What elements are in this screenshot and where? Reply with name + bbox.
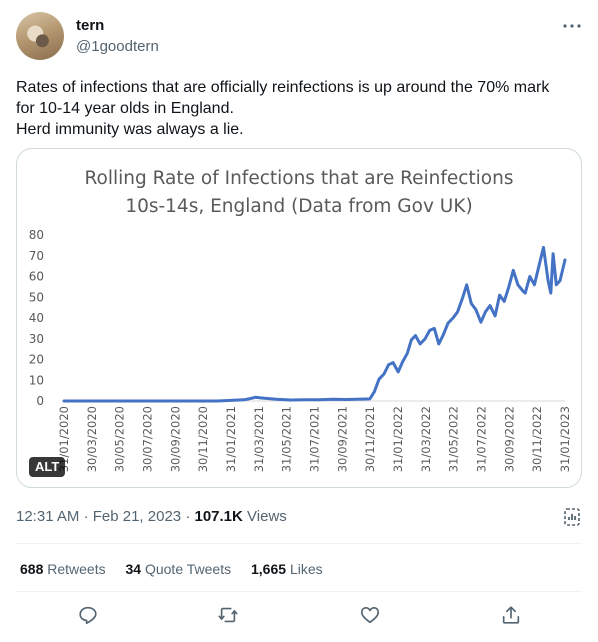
analytics-icon[interactable] bbox=[560, 505, 584, 529]
x-tick-label: 30/09/2022 bbox=[502, 406, 516, 472]
engagement-stats: 688 Retweets 34 Quote Tweets 1,665 Likes bbox=[20, 561, 339, 577]
likes-stat[interactable]: 1,665 Likes bbox=[251, 561, 323, 577]
retweets-stat[interactable]: 688 Retweets bbox=[20, 561, 106, 577]
retweets-count: 688 bbox=[20, 561, 44, 577]
author-handle[interactable]: @1goodtern bbox=[76, 38, 159, 55]
meta-separator: · bbox=[83, 508, 89, 525]
author-name[interactable]: tern bbox=[76, 17, 105, 34]
retweets-label: Retweets bbox=[47, 561, 106, 577]
share-icon[interactable] bbox=[500, 604, 522, 626]
y-tick-label: 50 bbox=[29, 290, 44, 304]
avatar[interactable] bbox=[16, 12, 64, 60]
x-tick-label: 31/07/2022 bbox=[475, 406, 489, 472]
y-tick-label: 40 bbox=[29, 311, 44, 325]
x-tick-label: 31/01/2021 bbox=[224, 406, 238, 472]
more-options-icon[interactable] bbox=[560, 14, 584, 38]
quotes-stat[interactable]: 34 Quote Tweets bbox=[126, 561, 232, 577]
x-tick-label: 30/11/2022 bbox=[530, 406, 544, 472]
x-tick-label: 31/07/2021 bbox=[308, 406, 322, 472]
reply-icon[interactable] bbox=[77, 604, 99, 626]
chart: Rolling Rate of Infections that are Rein… bbox=[29, 168, 572, 472]
tweet-text: Rates of infections that are officially … bbox=[16, 77, 586, 140]
y-tick-label: 10 bbox=[29, 373, 44, 387]
chart-subtitle: 10s-14s, England (Data from Gov UK) bbox=[125, 196, 472, 217]
tweet-date[interactable]: Feb 21, 2023 bbox=[92, 508, 182, 525]
views-count: 107.1K bbox=[194, 508, 243, 525]
y-tick-label: 20 bbox=[29, 353, 44, 367]
series-line bbox=[62, 245, 567, 403]
y-tick-label: 70 bbox=[29, 249, 44, 263]
quotes-label: Quote Tweets bbox=[144, 561, 232, 577]
x-tick-label: 30/11/2021 bbox=[363, 406, 377, 472]
x-tick-label: 31/01/2023 bbox=[558, 406, 572, 472]
x-tick-label: 31/01/2022 bbox=[391, 406, 405, 472]
likes-count: 1,665 bbox=[251, 561, 287, 577]
like-icon[interactable] bbox=[359, 604, 381, 626]
tweet-time[interactable]: 12:31 AM bbox=[16, 508, 80, 525]
x-tick-label: 31/01/2020 bbox=[57, 406, 71, 472]
views-label: Views bbox=[247, 508, 287, 525]
tweet-text-line: for 10-14 year olds in England. bbox=[16, 100, 234, 117]
y-tick-label: 30 bbox=[29, 332, 44, 346]
alt-text-badge[interactable]: ALT bbox=[29, 457, 66, 477]
x-tick-label: 30/07/2020 bbox=[141, 406, 155, 472]
x-tick-label: 30/09/2021 bbox=[335, 406, 349, 472]
y-axis: 0 10 20 30 40 50 60 70 80 bbox=[29, 228, 44, 408]
x-tick-label: 31/03/2021 bbox=[252, 406, 266, 472]
quotes-count: 34 bbox=[125, 561, 142, 577]
divider bbox=[16, 543, 582, 544]
divider bbox=[16, 591, 582, 592]
x-tick-label: 30/03/2020 bbox=[85, 406, 99, 472]
meta-separator: · bbox=[185, 508, 191, 525]
retweet-icon[interactable] bbox=[217, 604, 239, 626]
tweet-text-line: Rates of infections that are officially … bbox=[16, 79, 550, 96]
action-bar bbox=[0, 604, 598, 632]
likes-label: Likes bbox=[289, 561, 323, 577]
x-tick-label: 30/11/2020 bbox=[196, 406, 210, 472]
x-tick-label: 31/05/2022 bbox=[447, 406, 461, 472]
y-tick-label: 80 bbox=[29, 228, 44, 242]
x-tick-label: 30/09/2020 bbox=[168, 406, 182, 472]
x-tick-label: 30/05/2020 bbox=[113, 406, 127, 472]
y-tick-label: 60 bbox=[29, 270, 44, 284]
series-layer bbox=[62, 245, 567, 403]
y-tick-label: 0 bbox=[36, 394, 44, 408]
x-axis: 31/01/2020 30/03/2020 30/05/2020 30/07/2020… bbox=[57, 400, 572, 472]
x-tick-label: 31/03/2022 bbox=[419, 406, 433, 472]
x-tick-label: 31/05/2021 bbox=[280, 406, 294, 472]
tweet-text-line: Herd immunity was always a lie. bbox=[16, 121, 244, 138]
chart-title: Rolling Rate of Infections that are Rein… bbox=[85, 168, 514, 189]
tweet-media[interactable]: Rolling Rate of Infections that are Rein… bbox=[16, 148, 582, 488]
tweet-meta: 12:31 AM · Feb 21, 2023 · 107.1K Views bbox=[16, 508, 287, 525]
